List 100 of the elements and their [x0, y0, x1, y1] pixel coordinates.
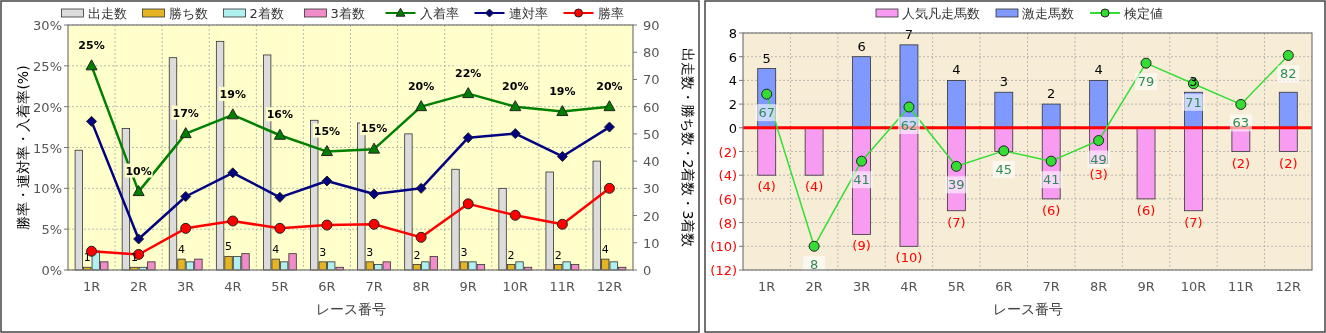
x-tick-label: 11R	[1228, 279, 1254, 294]
data-label: 2	[413, 248, 421, 262]
y2-tick-label: 90	[643, 18, 660, 33]
data-label: 41	[853, 172, 870, 188]
data-label: 20%	[407, 79, 435, 93]
x-tick-label: 7R	[1042, 279, 1060, 294]
y2-tick-label: 0	[643, 263, 652, 278]
y-tick-label: 15%	[33, 140, 62, 156]
point	[85, 59, 98, 71]
legend-label: 人気凡走馬数	[902, 6, 980, 21]
y-tick-label: 0	[728, 120, 737, 136]
point	[603, 182, 615, 194]
x-tick-label: 7R	[365, 279, 383, 294]
y2-tick-label: 80	[643, 45, 660, 61]
y2-tick-label: 10	[643, 235, 660, 251]
point	[321, 175, 333, 187]
point	[556, 150, 568, 162]
y-tick-label: 8	[728, 26, 737, 41]
bar	[946, 80, 966, 129]
x-tick-label: 8R	[412, 279, 430, 294]
point	[603, 100, 616, 112]
data-label: (9)	[852, 238, 871, 254]
point	[556, 105, 569, 117]
x-tick-label: 1R	[758, 279, 776, 294]
point	[603, 121, 615, 133]
point	[1045, 155, 1057, 167]
x-tick-label: 2R	[805, 279, 823, 294]
point	[226, 108, 239, 120]
data-label: 41	[1042, 172, 1060, 188]
y-tick-label: (10)	[710, 239, 737, 255]
data-label: 15%	[360, 122, 388, 136]
point	[1140, 57, 1152, 69]
legend-label: 2着数	[249, 6, 284, 21]
point	[227, 167, 239, 179]
y-tick-label: 4	[728, 73, 737, 89]
legend-label: 勝率	[597, 6, 624, 21]
data-label: 4	[1094, 62, 1103, 78]
y2-tick-label: 60	[643, 99, 660, 115]
point	[368, 218, 380, 230]
point	[274, 191, 286, 203]
data-label: 79	[1137, 74, 1155, 90]
x-tick-label: 6R	[995, 279, 1013, 294]
x-tick-label: 2R	[129, 279, 148, 294]
data-label: 15%	[313, 124, 341, 138]
point	[133, 233, 145, 245]
bar	[804, 127, 824, 176]
y-tick-label: 5%	[41, 222, 62, 238]
data-label: 16%	[266, 108, 294, 122]
data-label: 4	[601, 243, 609, 257]
y-tick-label: 30%	[33, 18, 62, 33]
data-label: 45	[995, 161, 1013, 177]
bar	[1041, 103, 1061, 129]
x-tick-label: 6R	[318, 279, 336, 294]
point	[761, 88, 773, 100]
point	[556, 218, 568, 230]
y-tick-label: 2	[728, 97, 737, 113]
y-tick-label: (2)	[718, 144, 737, 160]
point	[462, 198, 474, 210]
y2-axis-title: 出走数・勝ち数・2着数・3着数	[680, 47, 696, 248]
point	[509, 128, 521, 140]
point	[1282, 49, 1294, 61]
x-tick-label: 3R	[852, 279, 871, 294]
data-label: (2)	[1279, 155, 1298, 171]
y2-tick-label: 30	[643, 181, 660, 197]
point	[179, 127, 192, 139]
legend-label: 検定値	[1124, 6, 1163, 21]
bar	[757, 127, 777, 176]
bar	[994, 91, 1014, 129]
bar	[852, 56, 871, 129]
data-label: 3	[1189, 74, 1198, 90]
data-label: 2	[507, 248, 515, 262]
data-label: 20%	[502, 79, 529, 93]
point	[462, 87, 475, 99]
data-label: 3	[366, 245, 374, 259]
legend-label: 出走数	[87, 6, 127, 21]
bar	[899, 44, 919, 129]
x-tick-label: 12R	[596, 279, 623, 294]
x-tick-label: 1R	[82, 279, 101, 294]
data-label: 22%	[455, 66, 482, 80]
data-label: 5	[762, 50, 771, 66]
bar	[1136, 127, 1156, 200]
bar	[1278, 127, 1298, 152]
x-tick-label: 4R	[900, 279, 918, 294]
data-label: 2	[1047, 86, 1056, 102]
legend-label: 3着数	[330, 6, 365, 21]
y-tick-label: 25%	[33, 58, 62, 74]
bar	[1089, 80, 1109, 129]
bar	[1184, 127, 1203, 212]
point	[320, 145, 333, 157]
y2-tick-label: 20	[643, 208, 660, 224]
data-label: 5	[225, 240, 233, 254]
y-tick-label: 10%	[33, 181, 62, 197]
data-label: (3)	[1089, 167, 1108, 183]
data-label: (4)	[757, 179, 776, 195]
point	[509, 100, 522, 112]
point	[509, 209, 521, 221]
data-label: 1	[83, 251, 91, 265]
data-label: 6	[857, 38, 866, 54]
x-tick-label: 9R	[1137, 279, 1155, 294]
data-label: 10%	[125, 164, 152, 178]
